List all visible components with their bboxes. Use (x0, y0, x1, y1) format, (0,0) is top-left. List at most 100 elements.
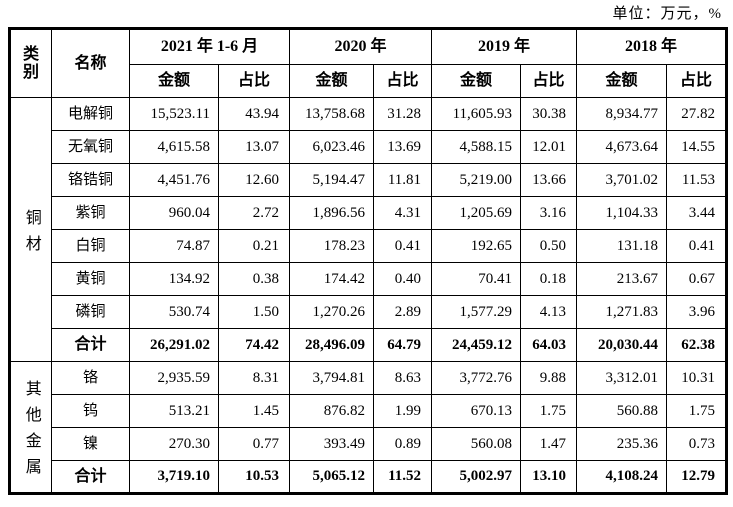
cell-ratio: 4.31 (372, 196, 433, 230)
cell-amount: 11,605.93 (431, 97, 522, 131)
cell-ratio: 64.03 (520, 328, 578, 362)
cell-ratio: 12.60 (218, 163, 290, 197)
cell-ratio: 12.01 (520, 130, 578, 164)
cell-amount: 5,219.00 (431, 163, 522, 197)
financial-table: 类别 名称 2021 年 1-6 月 2020 年 2019 年 2018 年 … (8, 27, 729, 495)
cell-ratio: 0.21 (218, 229, 290, 263)
table-row: 钨 513.21 1.45 876.82 1.99 670.13 1.75 56… (10, 394, 728, 428)
row-name: 铬锆铜 (51, 163, 130, 197)
category-copper: 铜材 (9, 97, 52, 362)
cell-ratio: 0.18 (520, 262, 578, 296)
cell-amount: 1,104.33 (576, 196, 668, 230)
cell-ratio: 3.16 (520, 196, 578, 230)
cell-amount: 3,719.10 (129, 460, 219, 494)
cell-amount: 270.30 (129, 427, 219, 461)
header-period-2018: 2018 年 (576, 28, 728, 65)
cell-amount: 960.04 (129, 196, 219, 230)
cell-amount: 15,523.11 (129, 97, 219, 131)
header-ratio-2018: 占比 (666, 64, 728, 98)
cell-ratio: 1.75 (520, 394, 578, 428)
cell-amount: 3,312.01 (576, 361, 668, 395)
cell-ratio: 0.50 (520, 229, 578, 263)
cell-amount: 134.92 (129, 262, 219, 296)
cell-amount: 1,577.29 (431, 295, 522, 329)
row-name: 磷铜 (51, 295, 130, 329)
cell-amount: 213.67 (576, 262, 668, 296)
cell-ratio: 0.77 (218, 427, 290, 461)
table-row: 无氧铜 4,615.58 13.07 6,023.46 13.69 4,588.… (10, 130, 728, 164)
cell-ratio: 4.13 (520, 295, 578, 329)
cell-ratio: 2.72 (218, 196, 290, 230)
cell-ratio: 31.28 (372, 97, 433, 131)
table-row: 铜材 电解铜 15,523.11 43.94 13,758.68 31.28 1… (9, 97, 728, 362)
cell-ratio: 10.53 (218, 460, 290, 494)
cell-amount: 13,758.68 (289, 97, 374, 131)
cell-ratio: 27.82 (666, 97, 728, 131)
cell-ratio: 10.31 (666, 361, 728, 395)
cell-ratio: 3.44 (666, 196, 728, 230)
row-name: 铬 (51, 361, 130, 395)
table-row: 其他金属 铬 2,935.59 8.31 3,794.81 8.63 3,772… (9, 361, 728, 494)
cell-amount: 192.65 (431, 229, 522, 263)
cell-amount: 1,205.69 (431, 196, 522, 230)
table-row: 紫铜 960.04 2.72 1,896.56 4.31 1,205.69 3.… (10, 196, 728, 230)
header-period-2021: 2021 年 1-6 月 (129, 28, 290, 65)
cell-ratio: 43.94 (218, 97, 290, 131)
header-amount-2019: 金额 (431, 64, 522, 98)
cell-amount: 178.23 (289, 229, 374, 263)
cell-ratio: 13.07 (218, 130, 290, 164)
cell-amount: 20,030.44 (576, 328, 668, 362)
cell-amount: 174.42 (289, 262, 374, 296)
cell-amount: 4,615.58 (129, 130, 219, 164)
cell-amount: 5,065.12 (289, 460, 374, 494)
cell-ratio: 11.81 (372, 163, 433, 197)
cell-ratio: 0.41 (666, 229, 728, 263)
header-amount-2020: 金额 (289, 64, 374, 98)
cell-ratio: 74.42 (218, 328, 290, 362)
cell-ratio: 11.52 (372, 460, 433, 494)
cell-ratio: 2.89 (372, 295, 433, 329)
cell-amount: 4,451.76 (129, 163, 219, 197)
header-period-2020: 2020 年 (288, 28, 433, 65)
unit-note: 单位：万元，% (612, 6, 722, 22)
cell-amount: 5,194.47 (289, 163, 374, 197)
cell-ratio: 8.63 (372, 361, 433, 395)
cell-amount: 24,459.12 (431, 328, 522, 362)
table-row: 白铜 74.87 0.21 178.23 0.41 192.65 0.50 13… (10, 229, 728, 263)
cell-ratio: 0.38 (218, 262, 290, 296)
cell-amount: 28,496.09 (289, 328, 374, 362)
cell-amount: 560.88 (576, 394, 668, 428)
cell-amount: 513.21 (129, 394, 219, 428)
header-amount-2018: 金额 (576, 64, 668, 98)
header-ratio-2020: 占比 (372, 64, 433, 98)
row-name: 合计 (51, 328, 130, 362)
cell-amount: 1,896.56 (289, 196, 374, 230)
cell-amount: 3,701.02 (576, 163, 668, 197)
row-name: 镍 (51, 427, 130, 461)
cell-amount: 70.41 (431, 262, 522, 296)
cell-ratio: 0.73 (666, 427, 728, 461)
cell-ratio: 1.50 (218, 295, 290, 329)
cell-amount: 1,270.26 (289, 295, 374, 329)
cell-ratio: 8.31 (218, 361, 290, 395)
cell-amount: 74.87 (129, 229, 219, 263)
cell-amount: 3,772.76 (431, 361, 522, 395)
table-row: 黄铜 134.92 0.38 174.42 0.40 70.41 0.18 21… (10, 262, 728, 296)
cell-amount: 235.36 (576, 427, 668, 461)
category-other-metals: 其他金属 (9, 361, 52, 494)
cell-amount: 1,271.83 (576, 295, 668, 329)
cell-amount: 4,108.24 (576, 460, 668, 494)
table-row: 磷铜 530.74 1.50 1,270.26 2.89 1,577.29 4.… (10, 295, 728, 329)
header-amount-2021: 金额 (129, 64, 219, 98)
cell-ratio: 64.79 (372, 328, 433, 362)
cell-ratio: 0.67 (666, 262, 728, 296)
table-row: 铬锆铜 4,451.76 12.60 5,194.47 11.81 5,219.… (10, 163, 728, 197)
cell-amount: 131.18 (576, 229, 668, 263)
cell-amount: 26,291.02 (129, 328, 219, 362)
cell-ratio: 1.45 (218, 394, 290, 428)
header-name: 名称 (51, 28, 130, 98)
cell-ratio: 9.88 (520, 361, 578, 395)
cell-ratio: 14.55 (666, 130, 728, 164)
cell-ratio: 30.38 (520, 97, 578, 131)
